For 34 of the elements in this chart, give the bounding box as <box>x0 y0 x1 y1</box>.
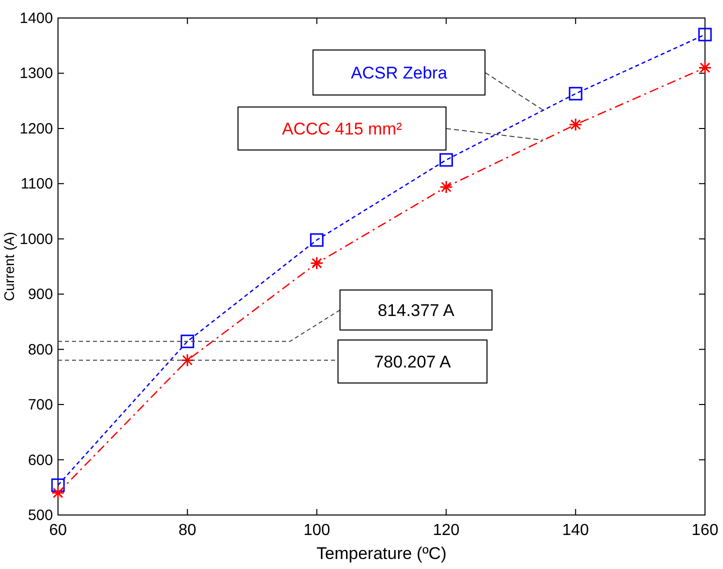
y-tick-label: 1000 <box>20 230 53 248</box>
ref-line-label: 780.207 A <box>374 352 452 372</box>
ref-line-label: 814.377 A <box>378 301 455 320</box>
y-tick-label: 1400 <box>20 10 53 27</box>
point <box>698 60 712 74</box>
y-tick-label: 1300 <box>20 65 53 82</box>
y-tick-label: 600 <box>28 452 53 469</box>
text: ACSR Zebra <box>350 64 448 82</box>
y-tick-label: 900 <box>28 286 53 304</box>
point <box>51 486 65 500</box>
point <box>568 118 582 132</box>
point <box>568 86 582 100</box>
y-tick-label: 700 <box>28 396 53 414</box>
text: ACCC 415 mm² <box>282 120 402 138</box>
point <box>310 256 324 270</box>
y-tick-label: 800 <box>28 341 53 358</box>
point <box>51 478 65 492</box>
point <box>698 28 712 42</box>
x-tick-label: 120 <box>432 522 460 539</box>
y-tick-label: 1200 <box>20 120 53 138</box>
point <box>439 180 453 194</box>
y-tick-label: 500 <box>28 507 53 524</box>
point <box>180 334 194 348</box>
x-tick-label: 60 <box>49 522 67 539</box>
x-tick-label: 80 <box>178 522 196 539</box>
y-tick-label: 1100 <box>20 176 53 193</box>
x-tick-label: 100 <box>303 522 330 539</box>
point <box>310 233 324 247</box>
x-tick-label: 160 <box>692 522 718 539</box>
x-tick-label: 140 <box>562 522 590 539</box>
x-axis-title: Temperature (ºC) <box>316 544 446 563</box>
point <box>180 354 194 368</box>
point <box>439 153 453 167</box>
y-axis-title: Current (A) <box>1 232 17 302</box>
